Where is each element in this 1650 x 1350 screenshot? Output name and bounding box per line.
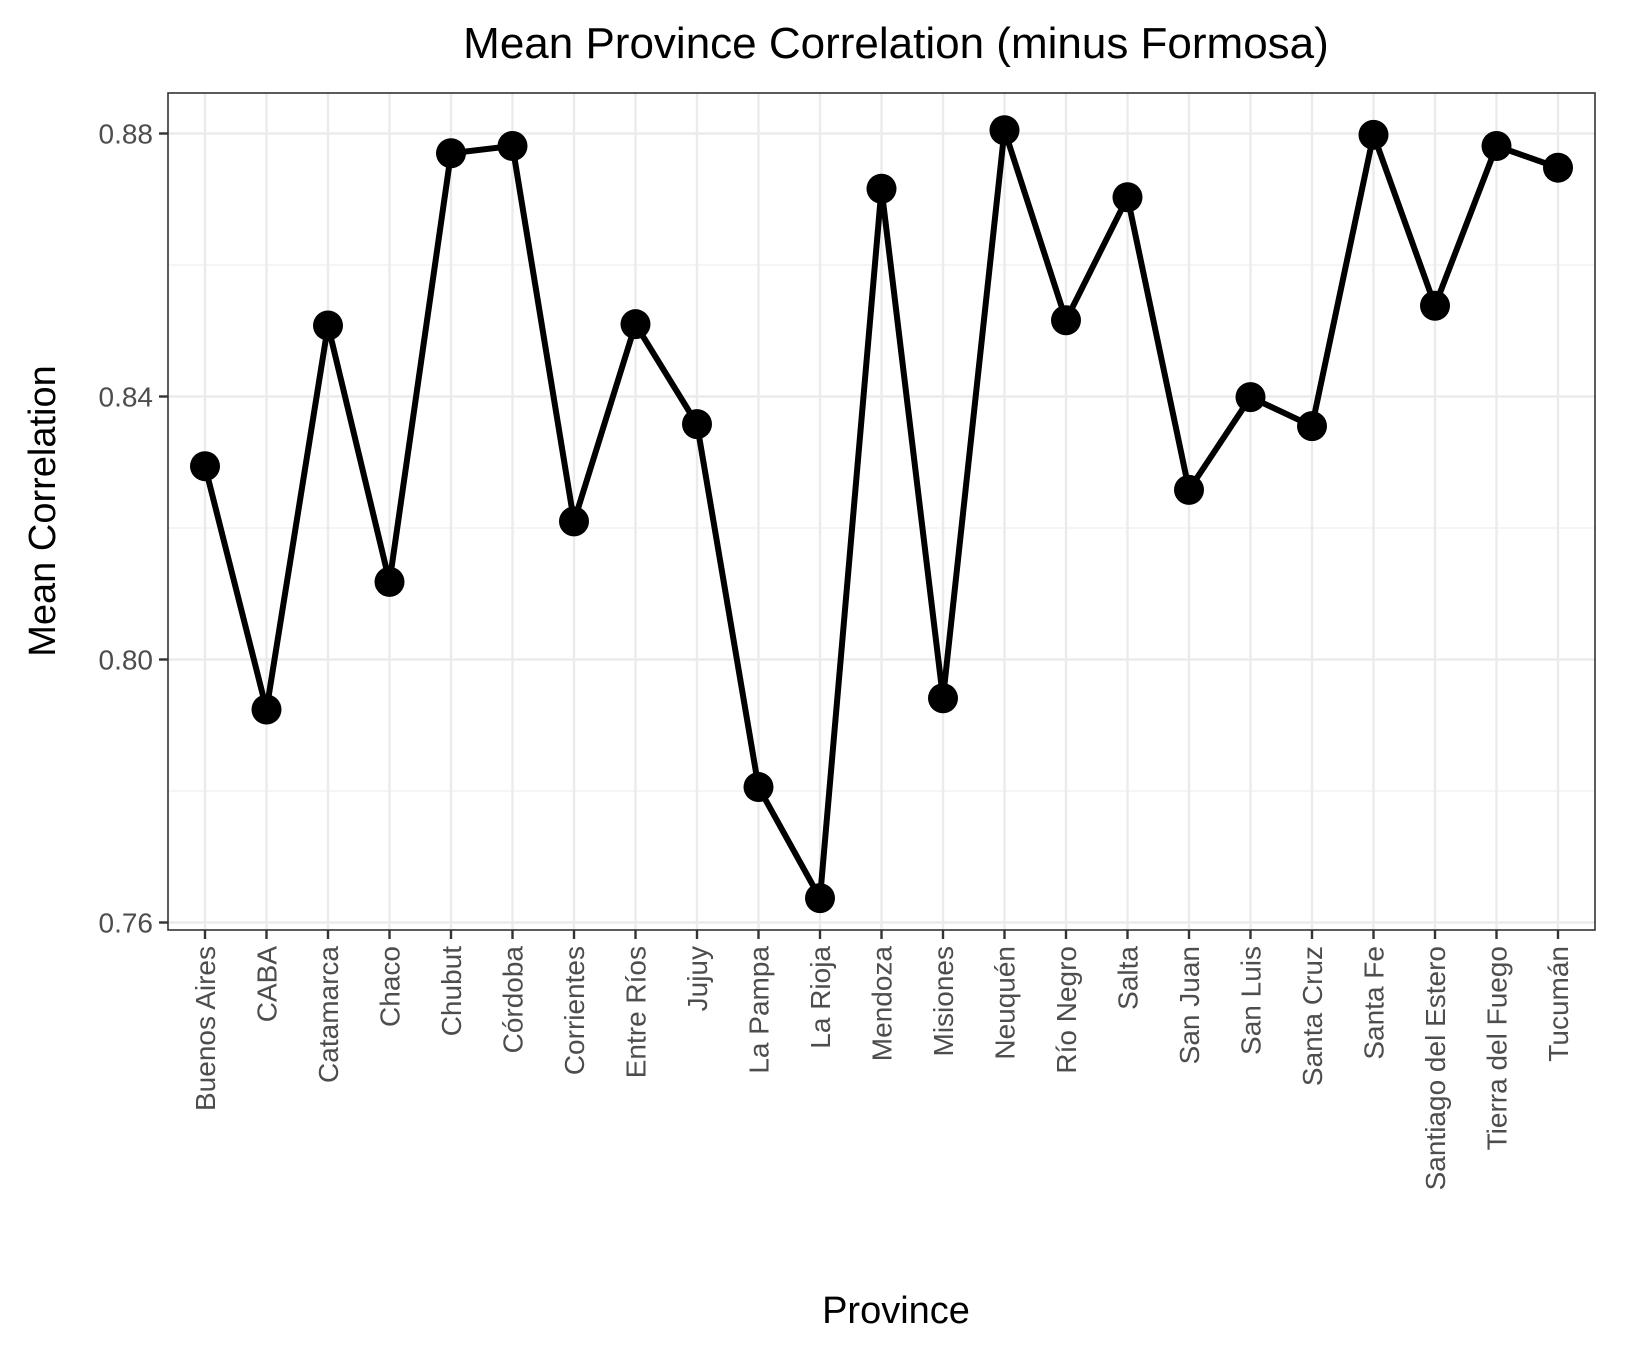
x-axis-title: Province xyxy=(822,1290,970,1332)
data-point xyxy=(436,138,466,169)
y-axis-title: Mean Correlation xyxy=(22,365,64,656)
x-tick-label: Corrientes xyxy=(559,946,590,1075)
y-tick-label: 0.84 xyxy=(99,382,154,413)
x-tick-label: Neuquén xyxy=(990,946,1021,1060)
x-tick-label: San Luis xyxy=(1236,946,1267,1055)
data-point xyxy=(682,409,712,440)
data-point xyxy=(1112,182,1143,213)
x-axis: Buenos Aires CABA Catamarca Chaco Chubut Córd… xyxy=(190,930,1574,1190)
data-point xyxy=(559,506,589,537)
data-point xyxy=(989,115,1020,146)
data-point xyxy=(1297,411,1327,442)
data-point xyxy=(1358,119,1389,150)
x-tick-label: CABA xyxy=(252,946,283,1023)
x-tick-label: La Rioja xyxy=(805,946,836,1049)
y-tick-label: 0.76 xyxy=(99,908,154,939)
data-point xyxy=(1420,290,1450,321)
series xyxy=(190,115,1573,914)
x-tick-label: Buenos Aires xyxy=(190,946,221,1111)
data-point xyxy=(928,683,958,714)
data-point xyxy=(374,566,405,597)
grid xyxy=(168,93,1595,930)
x-tick-label: Chaco xyxy=(375,946,406,1027)
data-point xyxy=(1543,152,1573,183)
data-point xyxy=(866,173,897,204)
x-tick-label: Tierra del Fuego xyxy=(1482,946,1513,1150)
data-point xyxy=(1481,130,1512,161)
x-tick-label: Santa Fe xyxy=(1359,946,1390,1060)
data-point xyxy=(313,310,343,341)
chart-title: Mean Province Correlation (minus Formosa… xyxy=(463,19,1329,68)
x-tick-label: San Juan xyxy=(1174,946,1205,1064)
x-tick-label: Catamarca xyxy=(313,946,344,1083)
x-tick-label: La Pampa xyxy=(744,946,775,1074)
data-point xyxy=(190,451,220,482)
x-tick-label: Tucumán xyxy=(1543,946,1574,1062)
x-tick-label: Río Negro xyxy=(1051,946,1082,1074)
data-point xyxy=(1174,474,1204,505)
x-tick-label: Jujuy xyxy=(682,946,713,1011)
x-tick-label: Chubut xyxy=(436,946,467,1037)
data-point xyxy=(497,130,528,161)
x-tick-label: Salta xyxy=(1113,946,1144,1010)
data-point xyxy=(251,694,282,725)
x-tick-label: Santa Cruz xyxy=(1297,946,1328,1086)
y-tick-label: 0.88 xyxy=(99,119,154,150)
y-axis: 0.76 0.80 0.84 0.88 xyxy=(99,119,168,939)
data-point xyxy=(1235,382,1266,413)
x-tick-label: Mendoza xyxy=(867,946,898,1062)
data-point xyxy=(805,883,835,914)
x-tick-label: Entre Ríos xyxy=(621,946,652,1078)
data-point xyxy=(620,309,651,340)
data-point xyxy=(743,772,774,803)
data-point xyxy=(1051,305,1081,336)
x-tick-label: Misiones xyxy=(928,946,959,1056)
x-tick-label: Santiago del Estero xyxy=(1420,946,1451,1190)
x-tick-label: Córdoba xyxy=(498,946,529,1054)
y-tick-label: 0.80 xyxy=(99,645,154,676)
